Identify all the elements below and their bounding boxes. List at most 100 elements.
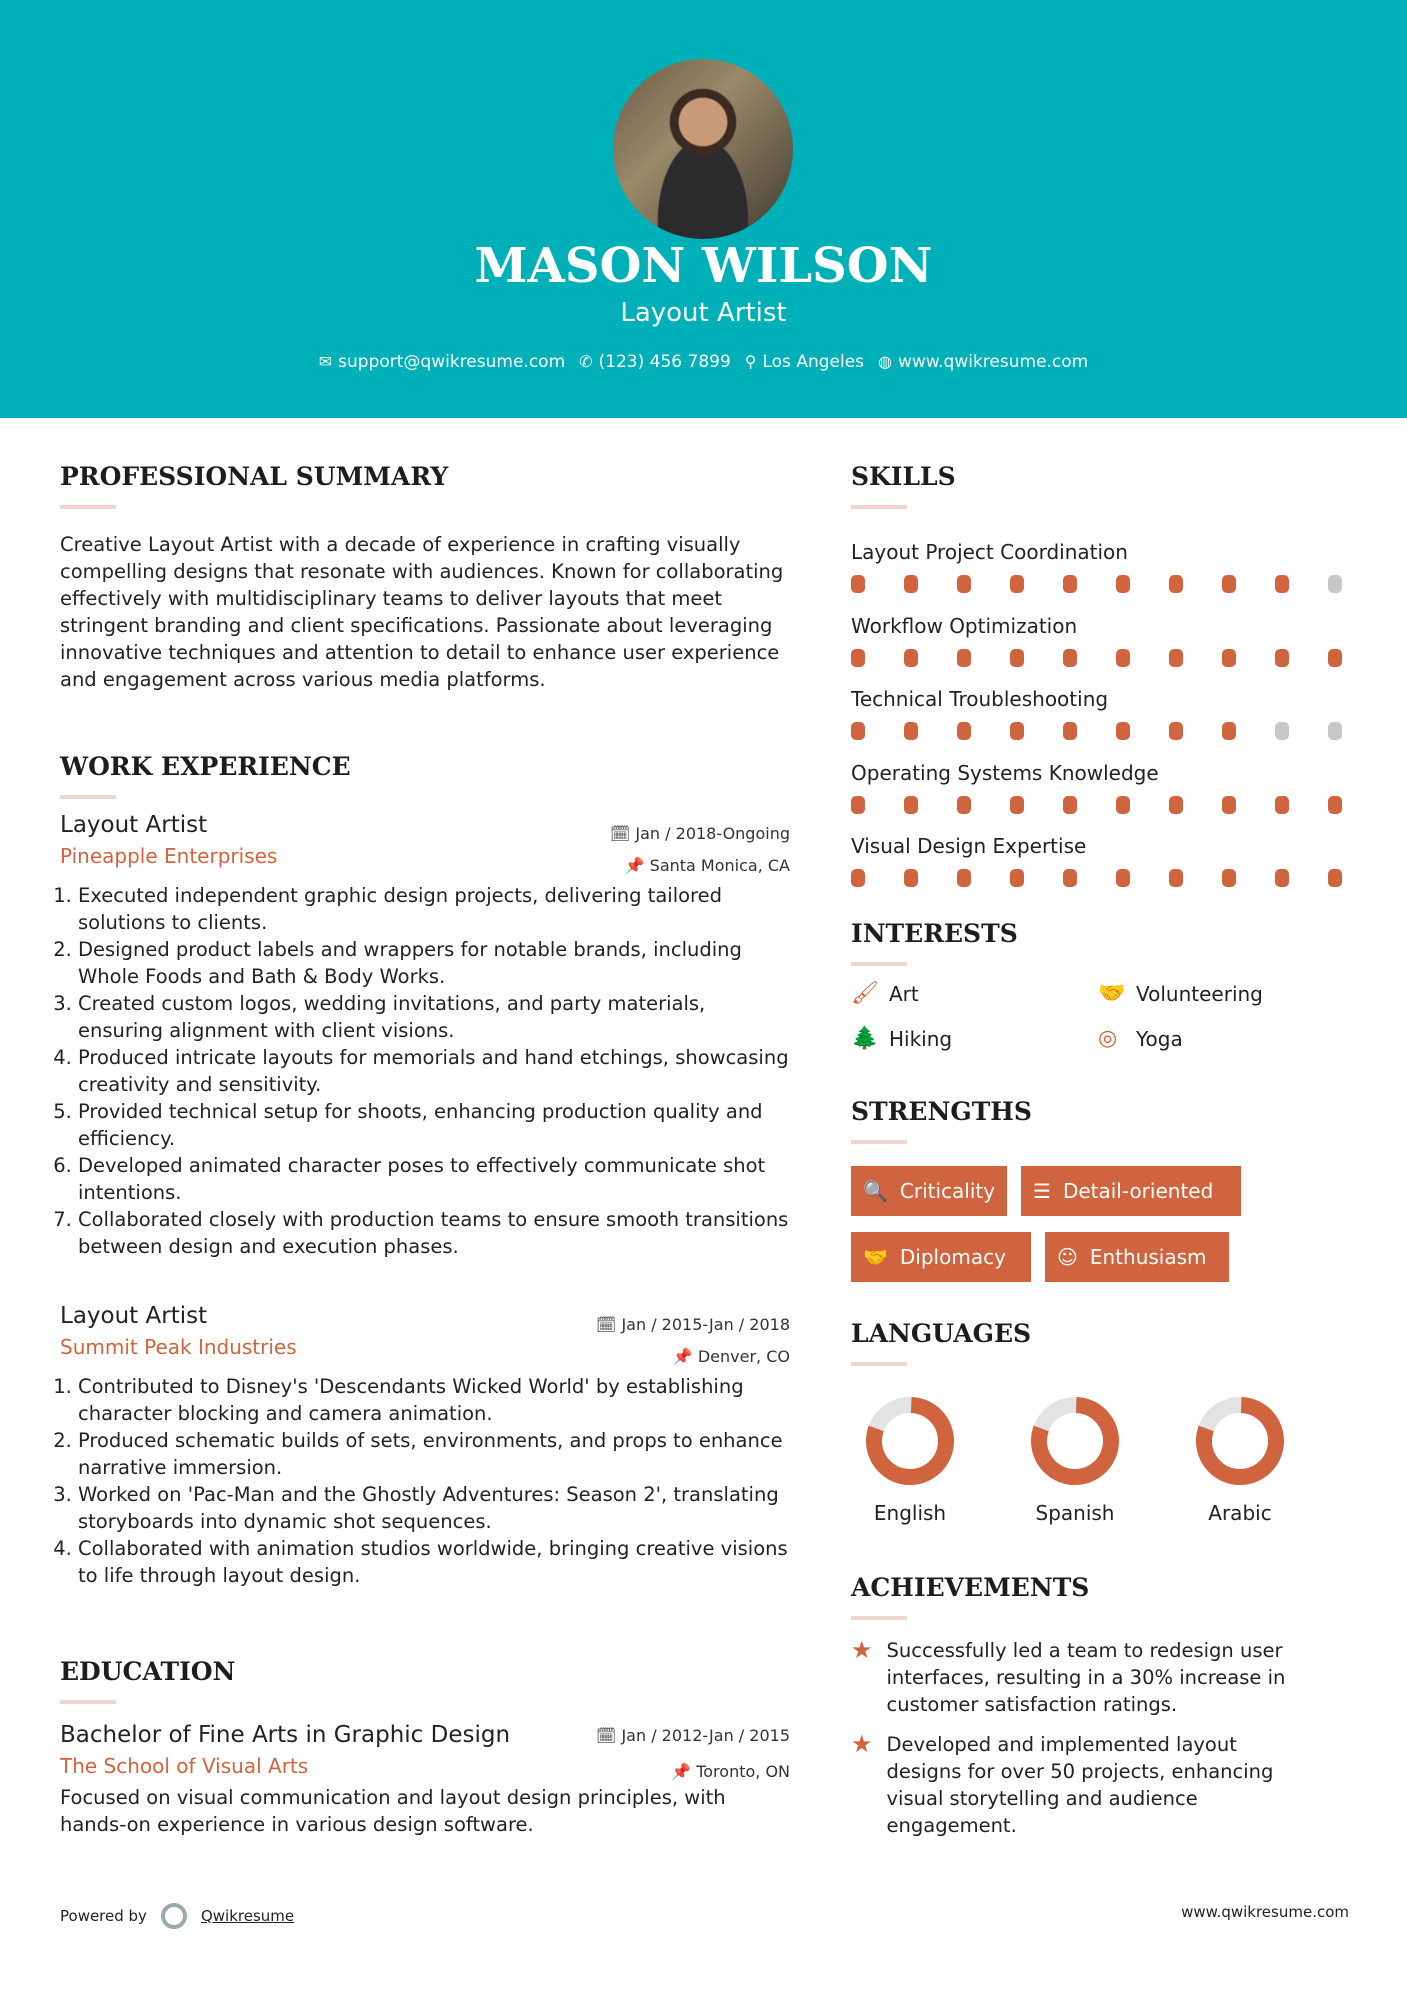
rating-dot bbox=[1222, 575, 1236, 593]
rating-dot bbox=[1116, 575, 1130, 593]
job-entry: Layout Artist 🗓 Jan / 2015-Jan / 2018 Su… bbox=[60, 1303, 790, 1589]
rating-dot bbox=[1063, 722, 1077, 740]
company-name: Pineapple Enterprises bbox=[60, 844, 278, 868]
section-title: PROFESSIONAL SUMMARY bbox=[60, 462, 449, 491]
rating-dot bbox=[1275, 795, 1289, 814]
section-title: ACHIEVEMENTS bbox=[851, 1573, 1090, 1602]
contact-email[interactable]: ✉ support@qwikresume.com bbox=[318, 352, 566, 372]
rating-dot bbox=[1169, 795, 1183, 814]
handshake-icon: 🤝 bbox=[1098, 981, 1126, 1006]
job-bullets: Executed independent graphic design proj… bbox=[78, 882, 790, 1260]
rating-dot bbox=[1116, 869, 1130, 887]
rating-dot bbox=[1275, 648, 1289, 667]
rating-dot bbox=[1222, 869, 1236, 887]
rating-dot bbox=[904, 795, 918, 814]
rating-dot bbox=[957, 575, 971, 593]
divider bbox=[851, 962, 907, 966]
skill-rating bbox=[851, 648, 1342, 667]
interest-hiking: 🌲 Hiking bbox=[851, 1026, 953, 1051]
section-title: LANGUAGES bbox=[851, 1319, 1032, 1348]
degree: Bachelor of Fine Arts in Graphic Design bbox=[60, 1722, 511, 1748]
language-name: English bbox=[873, 1501, 947, 1525]
rating-dot bbox=[957, 795, 971, 814]
company-name: Summit Peak Industries bbox=[60, 1335, 297, 1359]
rating-dot bbox=[851, 869, 865, 887]
section-title: WORK EXPERIENCE bbox=[60, 752, 351, 781]
lifebuoy-icon: ◎ bbox=[1098, 1026, 1118, 1051]
summary-text: Creative Layout Artist with a decade of … bbox=[60, 533, 784, 691]
strengths-section: STRENGTHS 🔍 Criticality ☰ Detail-oriented … bbox=[851, 1097, 1351, 1297]
skill-name: Visual Design Expertise bbox=[851, 834, 1087, 858]
qwikresume-logo-icon bbox=[160, 1903, 187, 1929]
language-name: Spanish bbox=[1035, 1501, 1115, 1525]
rating-dot bbox=[904, 575, 918, 593]
contact-phone[interactable]: ✆ (123) 456 7899 bbox=[579, 352, 731, 372]
divider bbox=[851, 505, 907, 509]
contact-website[interactable]: ◍ www.qwikresume.com bbox=[878, 352, 1089, 372]
education-description: Focused on visual communication and layo… bbox=[60, 1786, 726, 1836]
rating-dot bbox=[851, 722, 865, 740]
skill-rating bbox=[851, 869, 1342, 887]
divider bbox=[851, 1362, 907, 1366]
map-pin-icon: ⚲ bbox=[744, 352, 757, 371]
contact-location: ⚲ Los Angeles bbox=[744, 352, 865, 372]
job-location: 📌 Denver, CO bbox=[672, 1347, 790, 1366]
candidate-role: Layout Artist bbox=[620, 298, 787, 328]
section-title: SKILLS bbox=[851, 462, 956, 491]
list-item: Produced schematic builds of sets, envir… bbox=[78, 1427, 790, 1481]
skill-name: Operating Systems Knowledge bbox=[851, 760, 1159, 785]
star-icon: ★ bbox=[851, 1636, 873, 1664]
brand-link[interactable]: Qwikresume bbox=[200, 1907, 295, 1925]
skill-rating bbox=[851, 575, 1342, 593]
education-date: 🗓 Jan / 2012-Jan / 2015 bbox=[596, 1726, 790, 1745]
donut-fill bbox=[866, 1397, 954, 1485]
language-donut bbox=[1196, 1397, 1284, 1485]
job-title: Layout Artist bbox=[60, 1303, 208, 1329]
languages-section: LANGUAGES English Spanish Arabic bbox=[851, 1319, 1351, 1549]
section-title: STRENGTHS bbox=[851, 1097, 1032, 1126]
footer-url[interactable]: www.qwikresume.com bbox=[1181, 1903, 1349, 1921]
rating-dot bbox=[1328, 869, 1342, 887]
education-section: EDUCATION Bachelor of Fine Arts in Graph… bbox=[60, 1657, 790, 1838]
interest-yoga: ◎ Yoga bbox=[1098, 1026, 1183, 1051]
rating-dot bbox=[1328, 648, 1342, 667]
list-item: Contributed to Disney's 'Descendants Wic… bbox=[78, 1373, 790, 1427]
skill-name: Layout Project Coordination bbox=[851, 540, 1128, 564]
envelope-icon: ✉ bbox=[318, 352, 333, 371]
rating-dot bbox=[1116, 722, 1130, 740]
skills-section: SKILLS Layout Project Coordination Workfl… bbox=[851, 462, 1351, 887]
experience-section: WORK EXPERIENCE bbox=[60, 752, 790, 799]
rating-dot bbox=[1328, 722, 1342, 740]
rating-dot bbox=[1328, 795, 1342, 814]
tree-icon: 🌲 bbox=[851, 1026, 879, 1051]
language-donut bbox=[866, 1397, 954, 1485]
rating-dot bbox=[1222, 648, 1236, 667]
strength-detail-oriented: ☰ Detail-oriented bbox=[1021, 1166, 1241, 1216]
header: MASON WILSON Layout Artist ✉ support@qwik… bbox=[0, 0, 1407, 418]
list-item: Worked on 'Pac-Man and the Ghostly Adven… bbox=[78, 1481, 790, 1535]
rating-dot bbox=[1169, 722, 1183, 740]
rating-dot bbox=[1169, 575, 1183, 593]
job-date: 🗓 Jan / 2015-Jan / 2018 bbox=[596, 1315, 790, 1334]
rating-dot bbox=[1275, 575, 1289, 593]
rating-dot bbox=[1063, 869, 1077, 887]
skill-name: Technical Troubleshooting bbox=[851, 687, 1109, 711]
strength-diplomacy: 🤝 Diplomacy bbox=[851, 1232, 1031, 1282]
contact-bar: ✉ support@qwikresume.com ✆ (123) 456 7899 … bbox=[0, 352, 1407, 372]
rating-dot bbox=[957, 869, 971, 887]
language-name: Arabic bbox=[1208, 1501, 1272, 1525]
rating-dot bbox=[1063, 795, 1077, 814]
list-item: Produced intricate layouts for memorials… bbox=[78, 1044, 790, 1098]
job-bullets: Contributed to Disney's 'Descendants Wic… bbox=[78, 1373, 790, 1589]
job-entry: Layout Artist 🗓 Jan / 2018-Ongoing Pinea… bbox=[60, 812, 790, 1260]
rating-dot bbox=[1010, 575, 1024, 593]
achievement-item: ★ Developed and implemented layout design… bbox=[851, 1730, 1274, 1838]
rating-dot bbox=[1116, 648, 1130, 667]
rating-dot bbox=[1010, 869, 1024, 887]
star-icon: ★ bbox=[851, 1730, 873, 1758]
divider bbox=[60, 1700, 116, 1704]
handshake-icon: 🤝 bbox=[863, 1245, 888, 1269]
skill-rating bbox=[851, 795, 1342, 814]
rating-dot bbox=[1116, 795, 1130, 814]
phone-icon: ✆ bbox=[579, 352, 593, 371]
